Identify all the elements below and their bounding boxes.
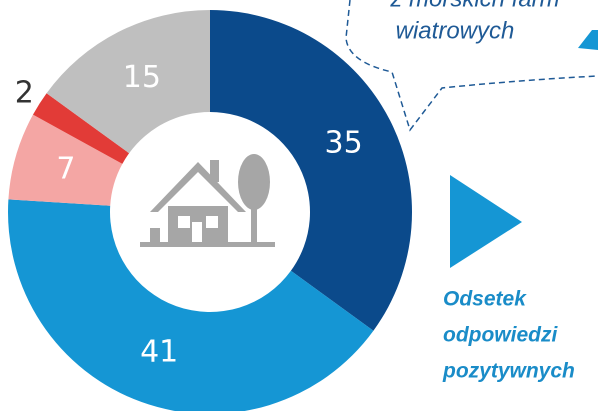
callout-line: wiatrowych xyxy=(396,17,515,44)
data-label: 7 xyxy=(56,152,75,187)
slice xyxy=(32,93,130,164)
slice xyxy=(46,10,210,154)
house-icon xyxy=(140,154,275,247)
house-windows xyxy=(178,216,218,242)
slice xyxy=(8,114,123,206)
arrow xyxy=(450,175,522,268)
data-label: 41 xyxy=(140,335,178,370)
slice xyxy=(8,199,374,411)
note-line: pozytywnych xyxy=(442,360,575,383)
slice xyxy=(210,10,412,331)
data-label: 15 xyxy=(123,60,161,95)
callout-bubble xyxy=(345,0,598,132)
data-label: 35 xyxy=(325,125,363,160)
data-label: 2 xyxy=(15,76,34,111)
note-line: Odsetek xyxy=(443,288,527,311)
note-line: odpowiedzi xyxy=(443,324,558,347)
callout-line: z morskich farm xyxy=(389,0,559,12)
icon xyxy=(578,30,598,50)
